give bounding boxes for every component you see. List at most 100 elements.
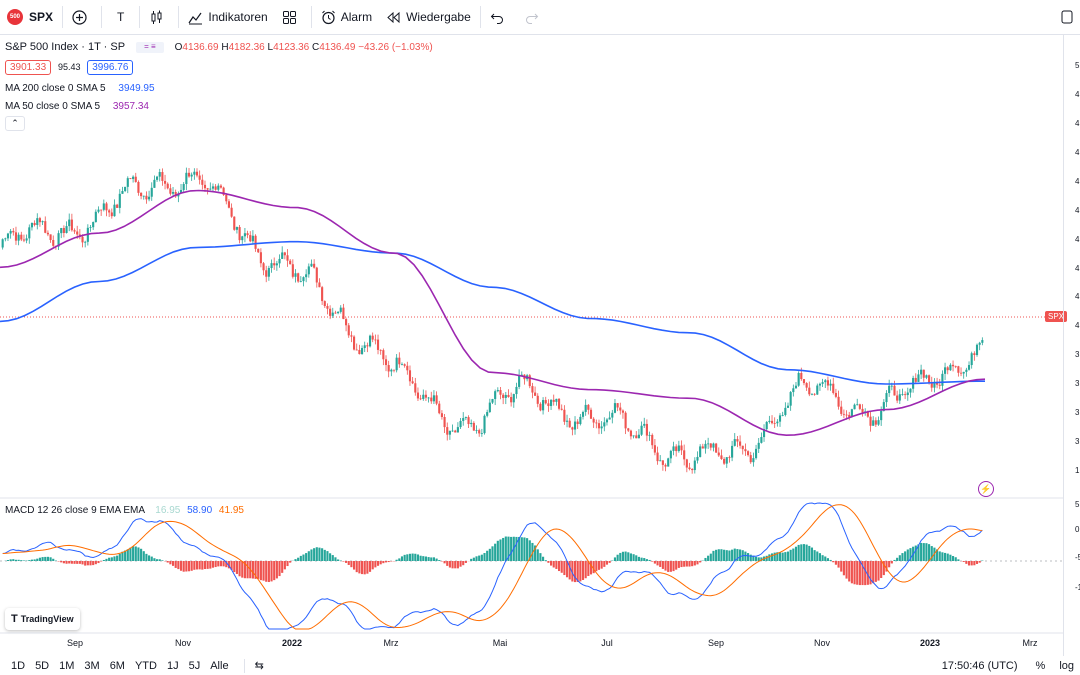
macd-histogram-bar	[640, 557, 643, 561]
range-1d[interactable]: 1D	[11, 659, 26, 672]
macd-histogram-bar	[704, 557, 707, 561]
candle-body	[38, 218, 41, 223]
bid-price[interactable]: 3901.33	[5, 60, 52, 75]
candle-body	[928, 375, 931, 383]
macd-histogram-bar	[251, 561, 254, 579]
candle-body	[430, 397, 433, 402]
ask-price[interactable]: 3996.76	[87, 60, 134, 75]
macd-histogram-bar	[464, 561, 467, 563]
candle-body	[688, 467, 691, 469]
interval-button[interactable]: T	[104, 0, 137, 35]
symbol-search[interactable]: 500 SPX	[0, 0, 60, 35]
price-chart[interactable]	[0, 35, 1080, 655]
macd-histogram-bar	[888, 561, 891, 568]
percent-toggle[interactable]: %	[1035, 659, 1046, 672]
collapse-legend-button[interactable]: ⌃	[5, 116, 25, 131]
range-alle[interactable]: Alle	[210, 659, 229, 672]
candle-body	[158, 172, 161, 177]
candle-body	[265, 270, 268, 277]
macd-histogram-bar	[840, 561, 843, 572]
price-axis-label: 4	[1075, 292, 1080, 301]
macd-histogram-bar	[113, 556, 116, 561]
chevron-up-icon: ⌃	[5, 116, 25, 131]
spx-logo-icon: 500	[7, 9, 23, 25]
candle-body	[539, 403, 542, 411]
date-range-icon[interactable]: ⇆	[254, 660, 264, 672]
macd-histogram-bar	[605, 561, 609, 565]
candle-body	[148, 196, 151, 200]
ohlc-low-label: L	[267, 42, 274, 53]
macd-histogram-bar	[145, 553, 148, 561]
macd-histogram-bar	[17, 559, 20, 561]
range-1m[interactable]: 1M	[59, 659, 75, 672]
top-toolbar: 500 SPX T Indikatoren Alarm	[0, 0, 1080, 35]
candle-body	[699, 446, 702, 457]
candle-body	[321, 287, 324, 302]
range-6m[interactable]: 6M	[109, 659, 125, 672]
alarm-clock-icon	[321, 10, 336, 25]
candle-body	[656, 452, 659, 462]
candle-body	[33, 222, 36, 226]
candle-body	[752, 458, 755, 463]
candle-body	[313, 263, 316, 268]
lightning-icon[interactable]: ⚡	[978, 481, 994, 497]
undo-button[interactable]	[483, 0, 517, 35]
candle-body	[834, 392, 837, 397]
range-5j[interactable]: 5J	[188, 659, 201, 672]
compare-button[interactable]	[65, 0, 99, 35]
candle-body	[499, 390, 502, 395]
candle-body	[257, 248, 260, 253]
macd-histogram-bar	[603, 561, 606, 567]
range-5d[interactable]: 5D	[35, 659, 50, 672]
chart-type-button[interactable]	[142, 0, 176, 35]
templates-button[interactable]	[275, 0, 309, 35]
alarm-button[interactable]: Alarm	[314, 0, 379, 35]
candle-body	[635, 435, 638, 439]
macd-histogram-bar	[938, 551, 941, 561]
candle-body	[936, 381, 939, 385]
candle-body	[118, 193, 121, 208]
price-axis[interactable]	[1063, 35, 1080, 656]
macd-histogram-bar	[534, 545, 537, 561]
replay-button[interactable]: Wiedergabe	[379, 0, 478, 35]
candle-body	[345, 319, 348, 326]
candle-body	[664, 464, 667, 467]
macd-histogram-bar	[592, 561, 595, 574]
macd-histogram-bar	[20, 560, 23, 561]
clock-time[interactable]: 17:50:46 (UTC)	[941, 659, 1018, 672]
macd-histogram-bar	[736, 549, 739, 561]
candle-body	[339, 307, 342, 312]
candle-body	[329, 308, 332, 316]
candle-body	[637, 434, 640, 439]
candle-body	[299, 281, 302, 282]
legend-settings[interactable]: = ≡	[135, 41, 164, 53]
candle-body	[12, 230, 15, 233]
candle-body	[137, 181, 140, 193]
macd-histogram-bar	[656, 561, 659, 566]
redo-button[interactable]	[517, 0, 551, 35]
panel-toggle[interactable]	[1054, 0, 1080, 35]
macd-histogram-bar	[531, 542, 534, 561]
range-3m[interactable]: 3M	[84, 659, 100, 672]
macd-legend[interactable]: MACD 12 26 close 9 EMA EMA 16.95 58.90 4…	[5, 505, 244, 516]
macd-histogram-bar	[648, 559, 651, 561]
ma200-legend[interactable]: MA 200 close 0 SMA 5 3949.95	[5, 83, 155, 94]
range-ytd[interactable]: YTD	[134, 659, 157, 672]
macd-histogram-bar	[565, 561, 569, 578]
candle-body	[315, 267, 318, 283]
plus-circle-icon	[72, 9, 87, 25]
macd-histogram-bar	[866, 561, 869, 585]
ma50-legend[interactable]: MA 50 close 0 SMA 5 3957.34	[5, 101, 149, 112]
candle-body	[520, 374, 523, 376]
macd-histogram-bar	[414, 553, 417, 561]
candle-body	[720, 455, 723, 459]
tradingview-logo[interactable]: T TradingView	[5, 608, 80, 630]
indicators-button[interactable]: Indikatoren	[181, 0, 274, 35]
candle-body	[786, 405, 790, 408]
range-1j[interactable]: 1J	[166, 659, 179, 672]
log-toggle[interactable]: log	[1059, 659, 1074, 672]
candle-body	[701, 446, 704, 449]
macd-histogram-bar	[733, 548, 736, 561]
candle-body	[922, 369, 925, 378]
ohlc-close: 4136.49	[319, 42, 356, 53]
